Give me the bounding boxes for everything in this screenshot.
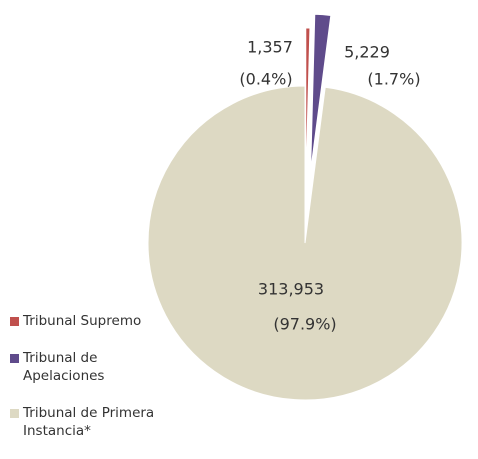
- legend-swatch: [10, 354, 19, 363]
- legend-swatch: [10, 409, 19, 418]
- value-label: 313,953: [258, 280, 324, 299]
- pie-slice: [305, 27, 311, 186]
- value-label: 1,357: [247, 38, 293, 57]
- pie-slice: [310, 13, 332, 172]
- percentage-label: (0.4%): [239, 70, 292, 89]
- legend: Tribunal Supremo Tribunal de Apelaciones T…: [10, 312, 160, 459]
- legend-swatch: [10, 317, 19, 326]
- percentage-label: (1.7%): [367, 70, 420, 89]
- legend-item: Tribunal de Primera Instancia*: [10, 404, 160, 440]
- legend-label: Tribunal de Apelaciones: [23, 350, 105, 384]
- legend-item: Tribunal Supremo: [10, 312, 160, 330]
- legend-label: Tribunal de Primera Instancia*: [23, 405, 155, 439]
- page: {"chart_data": {"type": "pie", "categori…: [10, 13, 463, 439]
- legend-label: Tribunal Supremo: [23, 313, 142, 329]
- legend-item: Tribunal de Apelaciones: [10, 349, 160, 385]
- value-label: 5,229: [344, 43, 390, 62]
- pie-slice: [147, 85, 463, 401]
- percentage-label: (97.9%): [273, 315, 336, 334]
- chart: 1,357 (0.4%) 5,229 (1.7%) 313,953 (97.9%): [147, 13, 463, 401]
